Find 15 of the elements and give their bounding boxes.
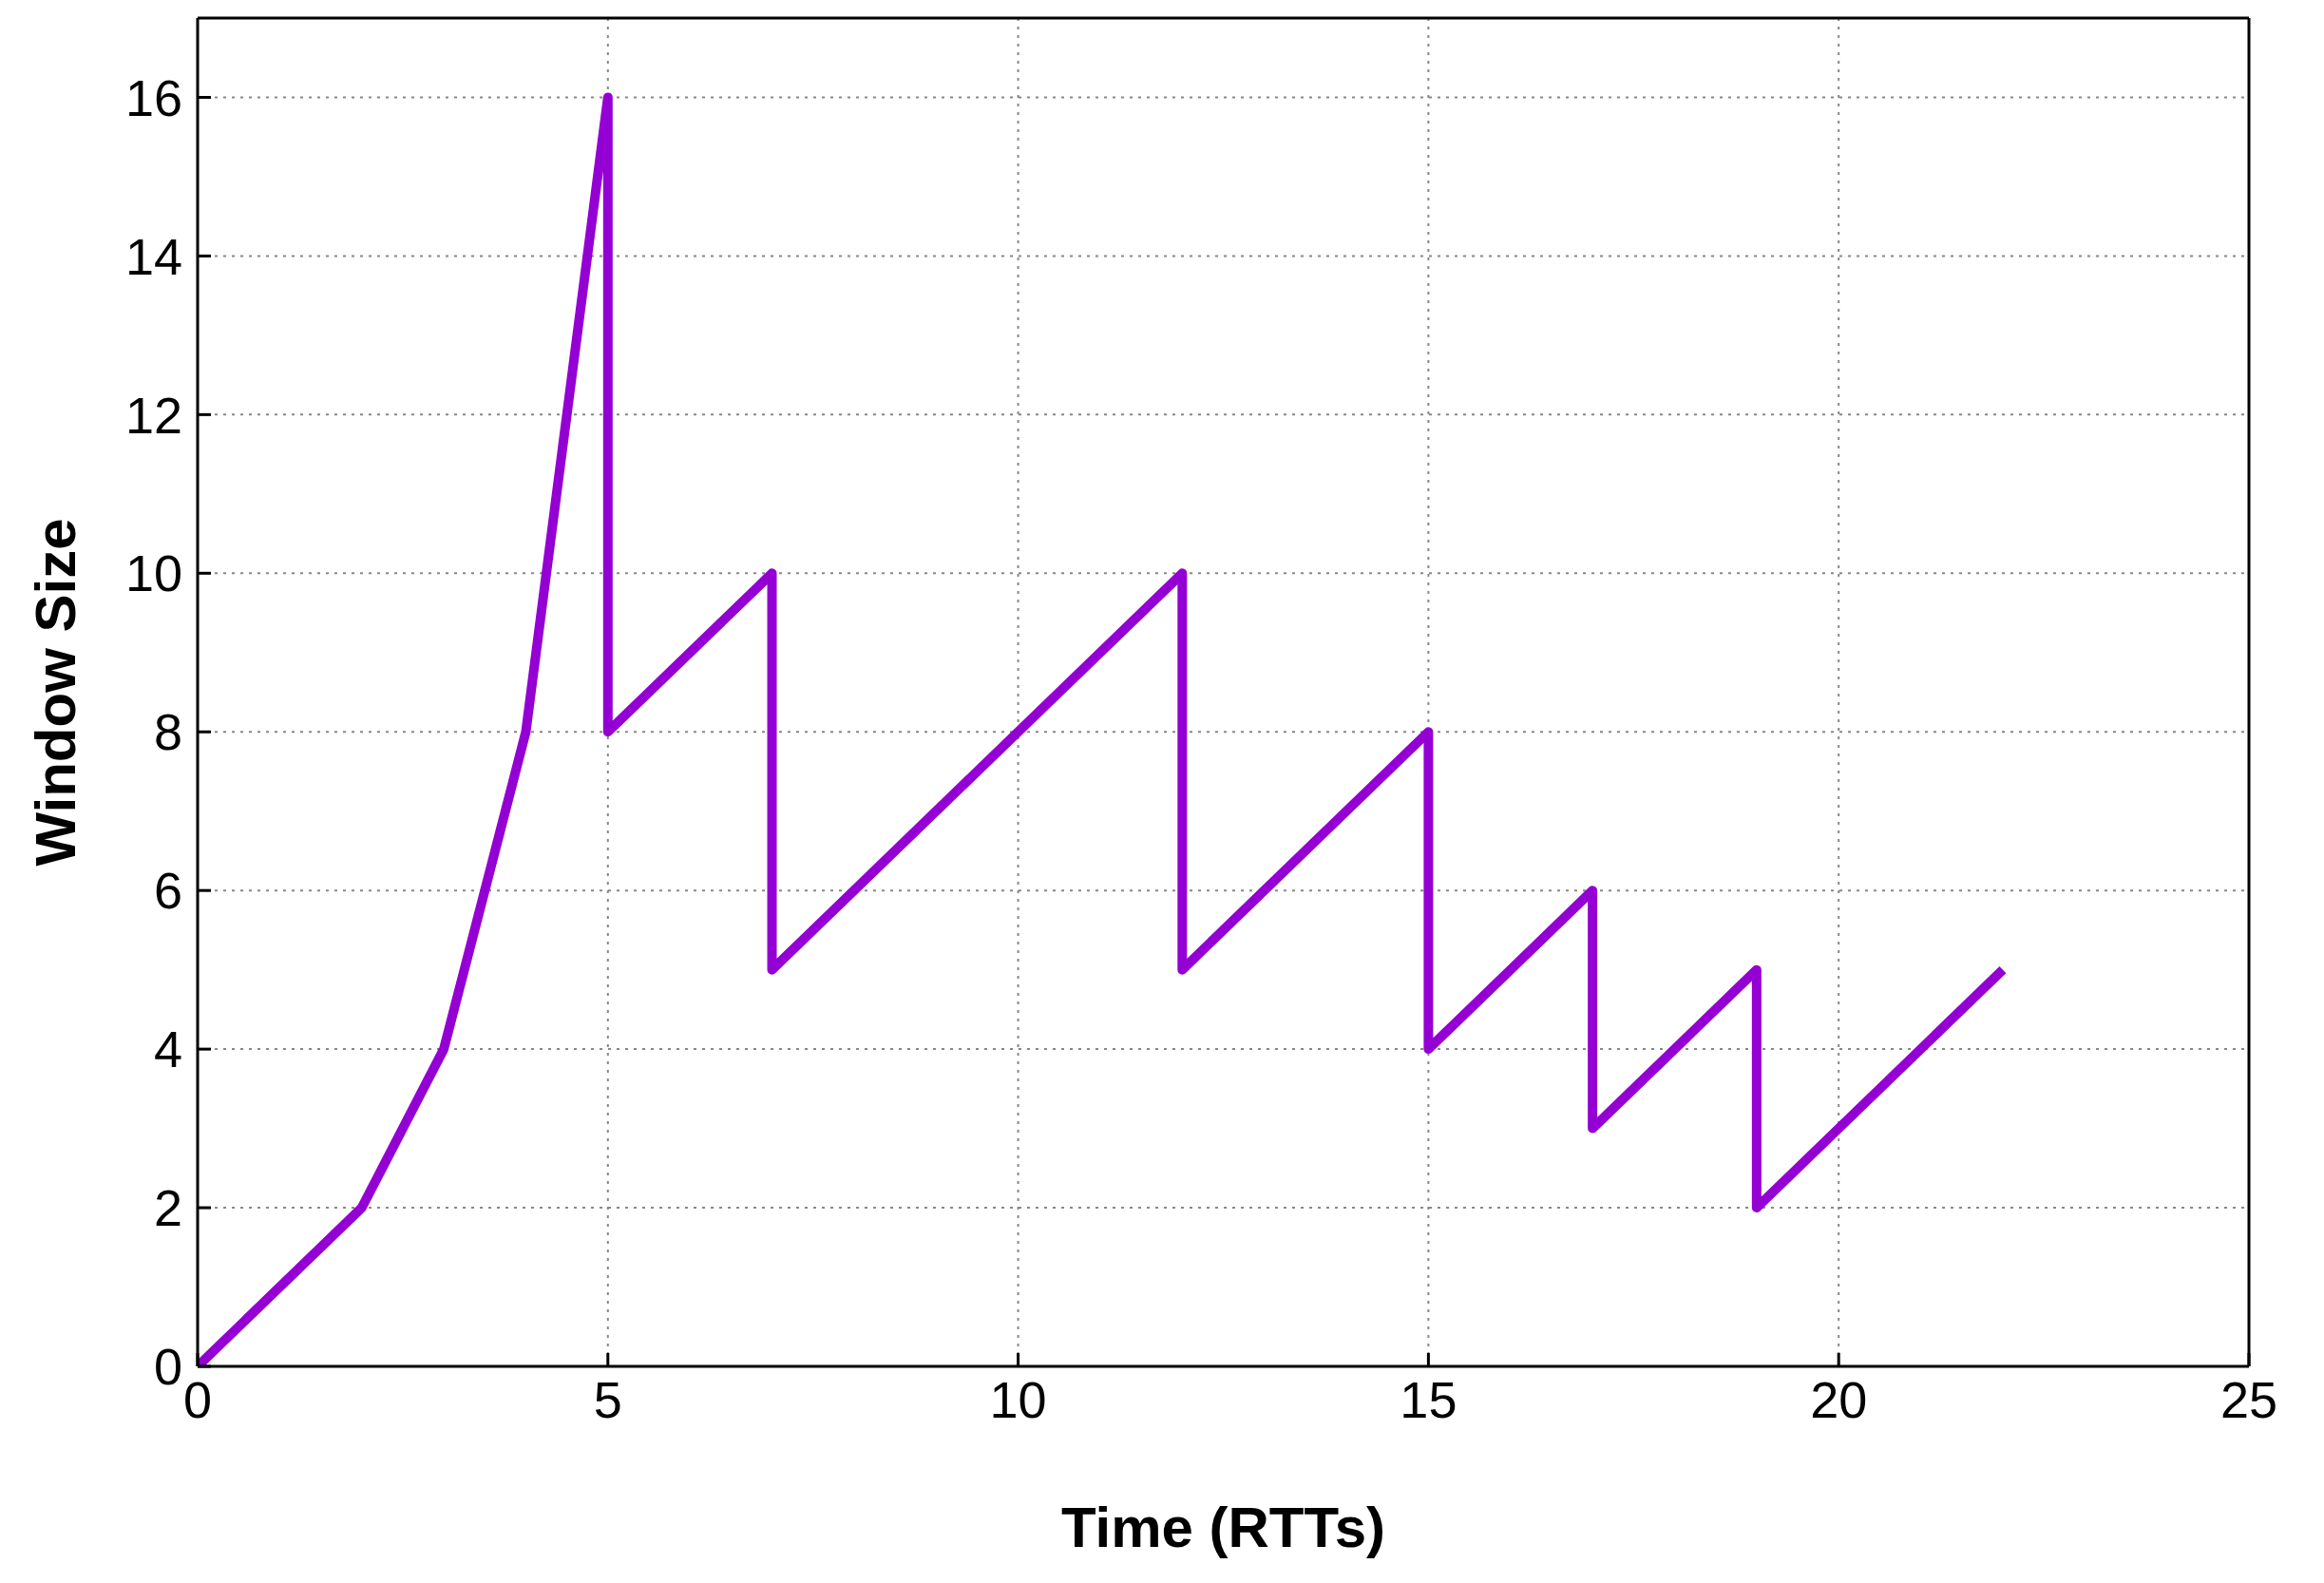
x-tick-label: 20 [1810,1371,1868,1429]
x-tick-label: 5 [593,1371,622,1429]
y-tick-label: 10 [124,544,182,602]
x-axis-title: Time (RTTs) [1060,1496,1386,1559]
y-tick-label: 8 [153,703,182,761]
x-tick-label: 15 [1400,1371,1457,1429]
y-tick-label: 14 [124,227,182,285]
x-tick-label: 25 [2219,1371,2278,1429]
x-tick-label: 10 [989,1371,1047,1429]
y-axis-title: Window Size [24,518,88,867]
y-tick-label: 16 [124,68,182,126]
y-tick-label: 12 [124,386,182,444]
y-tick-label: 6 [153,862,182,920]
y-tick-label: 4 [153,1020,182,1078]
y-tick-label: 2 [153,1179,182,1237]
